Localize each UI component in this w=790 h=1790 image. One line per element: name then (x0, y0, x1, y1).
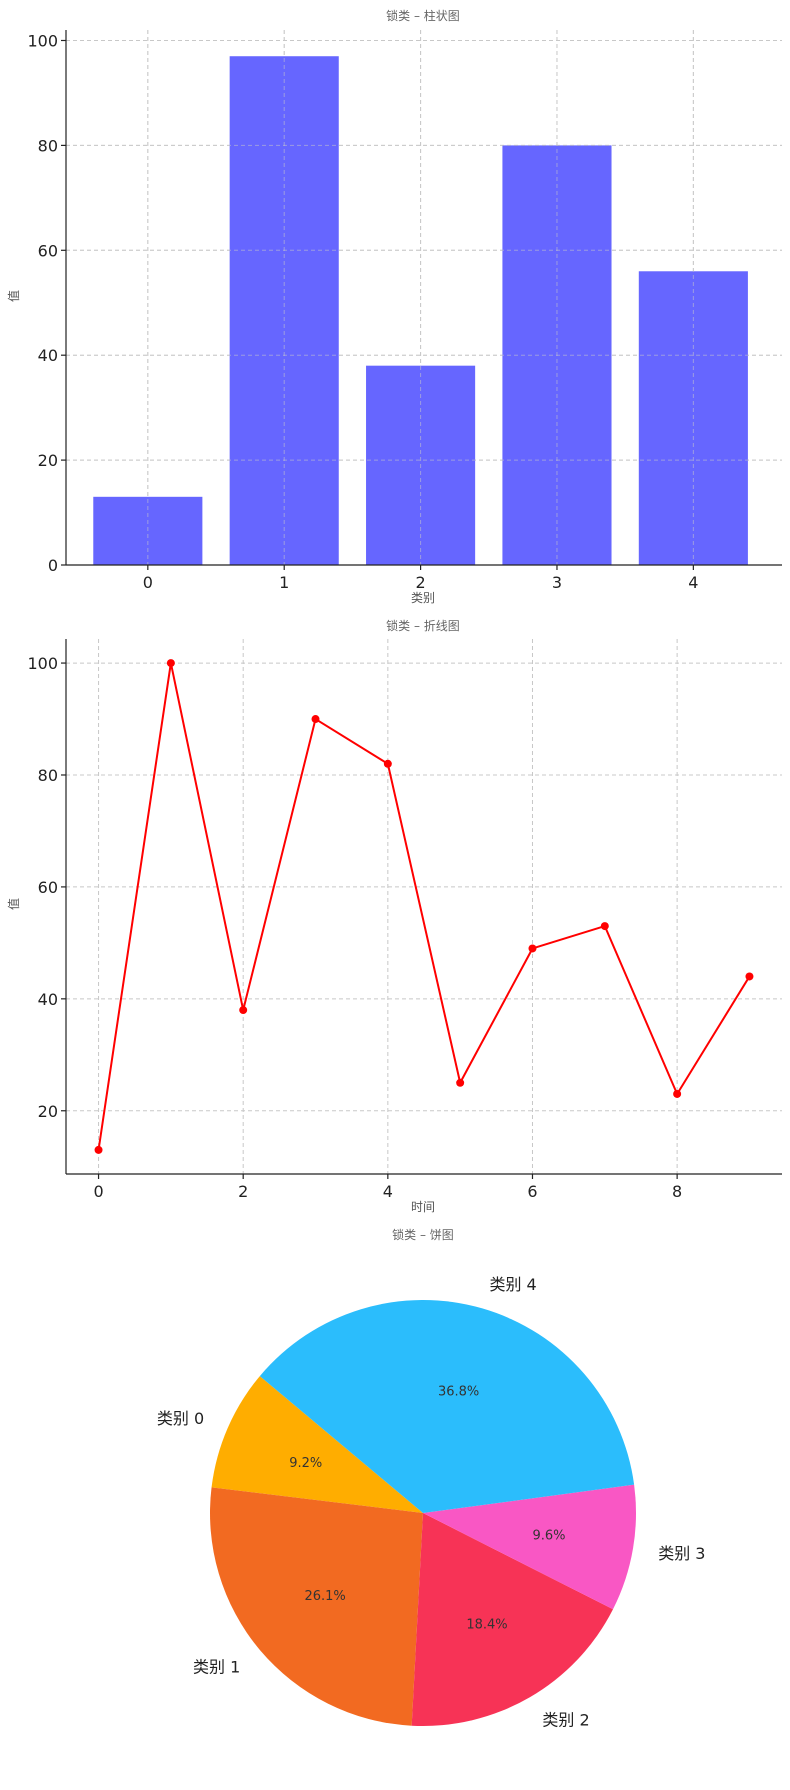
line-chart-x-tick-label: 6 (527, 1182, 537, 1201)
pie-slice-4 (259, 1299, 635, 1513)
pie-slice-category-label: 类别 4 (489, 1275, 536, 1294)
bar-chart-x-axis-label: 类别 (411, 591, 435, 605)
line-chart-x-tick-label: 8 (672, 1182, 682, 1201)
bar-chart-bars (66, 30, 782, 566)
line-chart-point-8 (673, 1089, 682, 1098)
line-chart-ticks: 0 2 4 6 8 20 40 60 80 100 (27, 654, 682, 1201)
pie-slice-percent-label: 18.4% (466, 1618, 507, 1633)
pie-chart-slices (210, 1299, 636, 1726)
bar-chart-y-tick-label: 0 (48, 556, 58, 575)
pie-chart-labels: 9.2% 类别 0 26.1% 类别 1 18.4% 类别 2 9.6% 类别 3 36.8% 类… (157, 1275, 706, 1730)
line-chart-title: 锁类 – 折线图 (386, 618, 460, 633)
pie-slice-category-label: 类别 1 (193, 1657, 240, 1676)
line-chart-y-tick-label: 20 (38, 1102, 58, 1121)
pie-slice-category-label: 类别 0 (157, 1409, 204, 1428)
line-chart-point-3 (311, 715, 320, 724)
line-chart-point-2 (239, 1006, 248, 1015)
pie-slice-percent-label: 26.1% (304, 1589, 345, 1604)
bar-chart-x-tick-label: 3 (552, 573, 562, 592)
line-chart-y-tick-label: 40 (38, 990, 58, 1009)
line-chart-point-9 (745, 972, 754, 981)
pie-slice-percent-label: 36.8% (438, 1384, 479, 1399)
pie-slice-category-label: 类别 3 (658, 1544, 705, 1563)
line-chart-grid (66, 639, 782, 1174)
bar-chart-y-tick-label: 100 (27, 31, 58, 50)
line-chart-point-0 (94, 1145, 103, 1154)
pie-chart-title: 锁类 – 饼图 (392, 1227, 454, 1242)
bar-chart-x-tick-label: 1 (279, 573, 289, 592)
pie-slice-0 (211, 1376, 423, 1513)
pie-slice-percent-label: 9.6% (532, 1528, 565, 1543)
line-chart-x-tick-label: 2 (238, 1182, 248, 1201)
bar-chart-y-axis-label: 值 (6, 290, 21, 302)
bar-chart-y-tick-label: 40 (38, 346, 58, 365)
line-chart-y-tick-label: 60 (38, 878, 58, 897)
pie-slice-2 (411, 1513, 613, 1726)
bar-chart-x-tick-label: 2 (415, 573, 425, 592)
line-chart-series (94, 659, 754, 1154)
line-chart-x-axis-label: 时间 (411, 1200, 435, 1214)
pie-chart: 锁类 – 饼图 9.2% 类别 0 26.1% 类别 1 18.4% 类别 2 9.6% 类别… (157, 1227, 706, 1730)
line-chart: 锁类 – 折线图 值 时间 0 2 4 6 8 20 40 60 80 100 (6, 618, 782, 1214)
line-chart-x-tick-label: 0 (93, 1182, 103, 1201)
bar-chart-y-tick-label: 20 (38, 451, 58, 470)
line-chart-axes (65, 639, 782, 1175)
line-chart-point-6 (528, 944, 537, 953)
bar-chart-y-tick-label: 60 (38, 241, 58, 260)
pie-slice-percent-label: 9.2% (289, 1456, 322, 1471)
line-chart-point-1 (166, 659, 175, 668)
line-chart-series-line (97, 662, 751, 1151)
bar-chart-x-tick-label: 0 (143, 573, 153, 592)
pie-slice-1 (210, 1487, 423, 1726)
line-chart-point-4 (383, 759, 392, 768)
bar-chart-axes (65, 30, 782, 566)
line-chart-y-tick-label: 80 (38, 766, 58, 785)
pie-slice-3 (423, 1484, 636, 1610)
bar-chart-x-tick-label: 4 (688, 573, 698, 592)
bar-chart-title: 锁类 – 柱状图 (386, 8, 460, 23)
line-chart-x-tick-label: 4 (383, 1182, 393, 1201)
pie-slice-category-label: 类别 2 (542, 1711, 589, 1730)
line-chart-y-tick-label: 100 (27, 654, 58, 673)
line-chart-point-7 (600, 922, 609, 931)
bar-chart-y-tick-label: 80 (38, 136, 58, 155)
line-chart-y-axis-label: 值 (6, 898, 21, 910)
line-chart-point-5 (456, 1078, 465, 1087)
